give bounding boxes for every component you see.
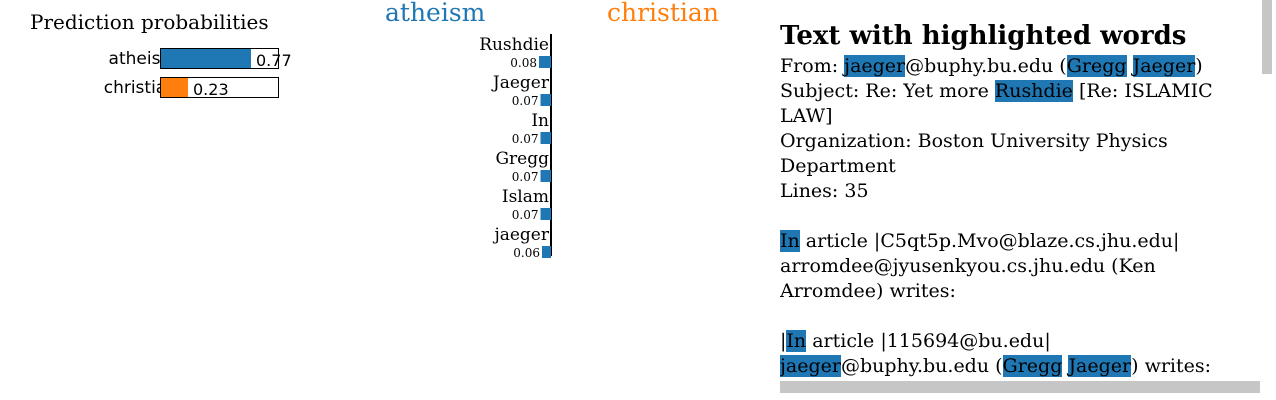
text-segment	[1127, 55, 1133, 77]
feature-weights-chart: Rushdie0.08Jaeger0.07In0.07Gregg0.07Isla…	[479, 34, 552, 258]
highlighted-word: Rushdie	[994, 80, 1073, 102]
feature-weight-value: 0.07	[512, 208, 539, 222]
text-line	[780, 304, 1260, 329]
highlighted-text-body: From: jaeger@buphy.bu.edu (Gregg Jaeger)…	[780, 54, 1260, 379]
class-header-christian: christian	[607, 0, 719, 27]
text-segment: Lines: 35	[780, 180, 869, 202]
text-segment: From:	[780, 55, 845, 77]
feature-label: In	[531, 111, 549, 131]
text-segment: LAW]	[780, 105, 833, 127]
feature-label: Rushdie	[479, 35, 549, 55]
text-segment: )	[1195, 55, 1203, 77]
feature-weight-bar	[539, 56, 551, 68]
feature-weight-value: 0.07	[512, 94, 539, 108]
feature-weight-bar	[542, 246, 551, 258]
text-line	[780, 204, 1260, 229]
text-segment: Subject: Re: Yet more	[780, 80, 995, 102]
text-line: From: jaeger@buphy.bu.edu (Gregg Jaeger)	[780, 54, 1260, 79]
text-segment: |	[780, 330, 787, 352]
probability-value: 0.23	[193, 80, 229, 99]
probability-label: christian	[103, 78, 177, 98]
feature-label: Gregg	[495, 149, 549, 169]
text-line: |In article |115694@bu.edu|	[780, 329, 1260, 354]
feature-weight-value: 0.07	[512, 132, 539, 146]
prediction-probabilities-title: Prediction probabilities	[30, 10, 269, 34]
highlighted-word: Gregg	[1066, 55, 1127, 77]
text-line: Organization: Boston University Physics	[780, 129, 1260, 154]
text-segment: Department	[780, 155, 896, 177]
text-line: jaeger@buphy.bu.edu (Gregg Jaeger) write…	[780, 354, 1260, 379]
text-segment: @buphy.bu.edu (	[840, 355, 1003, 377]
text-segment: arromdee@jyusenkyou.cs.jhu.edu (Ken	[780, 255, 1156, 277]
text-line: Department	[780, 154, 1260, 179]
text-segment: Organization: Boston University Physics	[780, 130, 1168, 152]
feature-weight-value: 0.06	[513, 246, 540, 258]
feature-weight-bar	[540, 170, 551, 182]
text-line: Subject: Re: Yet more Rushdie [Re: ISLAM…	[780, 79, 1260, 104]
highlighted-word: Gregg	[1002, 355, 1063, 377]
horizontal-scrollbar[interactable]	[780, 381, 1260, 393]
text-segment: ) writes:	[1131, 355, 1212, 377]
highlighted-word: Jaeger	[1132, 55, 1196, 77]
highlighted-text-panel: Text with highlighted words From: jaeger…	[780, 18, 1260, 393]
highlighted-word: jaeger	[780, 355, 841, 377]
text-line: arromdee@jyusenkyou.cs.jhu.edu (Ken	[780, 254, 1260, 279]
probability-bar: 0.77	[160, 48, 292, 70]
feature-label: Islam	[502, 187, 549, 207]
feature-weight-bar	[540, 94, 551, 106]
highlighted-word: jaeger	[844, 55, 906, 77]
text-segment: article |115694@bu.edu|	[806, 330, 1051, 352]
probability-bar-fill	[161, 78, 188, 97]
highlighted-text-title: Text with highlighted words	[780, 21, 1187, 51]
text-segment: [Re: ISLAMIC	[1072, 80, 1213, 102]
feature-weight-bar	[540, 208, 551, 220]
feature-label: Jaeger	[491, 73, 550, 93]
text-segment: Arromdee) writes:	[780, 280, 956, 302]
class-header-atheism: atheism	[385, 0, 486, 27]
highlighted-word: Jaeger	[1068, 355, 1132, 377]
feature-weight-bar	[540, 132, 551, 144]
probability-row-atheism: atheism 0.77	[30, 48, 320, 72]
highlighted-word: In	[786, 330, 807, 352]
vertical-scrollbar[interactable]	[1262, 0, 1272, 74]
probability-label: atheism	[108, 49, 177, 69]
text-line: LAW]	[780, 104, 1260, 129]
probability-bar-fill	[161, 49, 251, 68]
prediction-probabilities-panel: Prediction probabilities atheism 0.77 ch…	[30, 8, 320, 108]
text-line: Arromdee) writes:	[780, 279, 1260, 304]
feature-label: jaeger	[492, 225, 549, 245]
probability-value: 0.77	[256, 51, 292, 70]
text-line: Lines: 35	[780, 179, 1260, 204]
text-segment: @buphy.bu.edu (	[905, 55, 1067, 77]
probability-bar: 0.23	[160, 77, 279, 99]
highlighted-word: In	[780, 230, 800, 252]
text-line: In article |C5qt5p.Mvo@blaze.cs.jhu.edu|	[780, 229, 1260, 254]
probability-row-christian: christian 0.23	[30, 77, 320, 101]
feature-weight-value: 0.08	[510, 56, 537, 70]
feature-weight-value: 0.07	[512, 170, 539, 184]
text-segment: article |C5qt5p.Mvo@blaze.cs.jhu.edu|	[799, 230, 1180, 252]
